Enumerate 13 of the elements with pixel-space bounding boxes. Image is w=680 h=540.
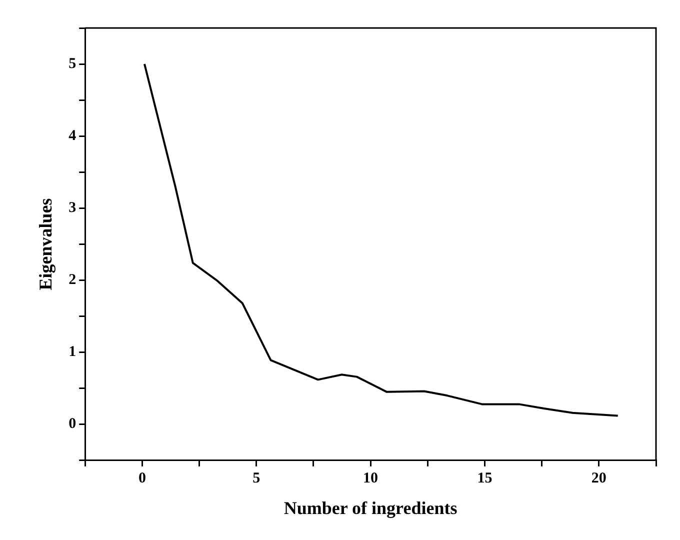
x-tick-label: 15: [477, 470, 492, 486]
x-tick-label: 20: [591, 470, 606, 486]
y-tick-label: 5: [68, 56, 76, 72]
x-tick-label: 5: [252, 470, 260, 486]
y-tick-label: 4: [68, 128, 77, 144]
x-tick-label: 0: [138, 470, 146, 486]
x-axis-title: Number of ingredients: [284, 498, 458, 518]
y-tick-label: 2: [68, 272, 76, 288]
y-tick-label: 0: [68, 416, 76, 432]
y-tick-label: 3: [68, 200, 76, 216]
x-tick-label: 10: [363, 470, 378, 486]
y-tick-label: 1: [68, 344, 76, 360]
y-axis-title: Eigenvalues: [35, 198, 56, 290]
